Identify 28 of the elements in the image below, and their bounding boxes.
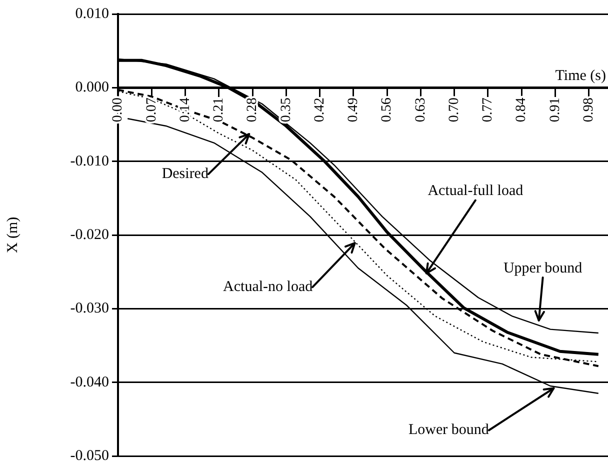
annotation: Desired bbox=[162, 166, 209, 182]
x-tick-label: 0.14 bbox=[178, 98, 193, 122]
x-tick-label: 0.49 bbox=[346, 98, 362, 122]
y-axis-title: X (m) bbox=[4, 216, 21, 254]
x-tick-label: 0.21 bbox=[212, 98, 227, 122]
x-tick-label: 0.42 bbox=[312, 98, 328, 122]
x-tick-label: 0.63 bbox=[413, 98, 428, 122]
x-tick-label: 0.84 bbox=[514, 98, 530, 122]
annotation: Upper bound bbox=[503, 260, 583, 276]
x-tick-label: 0.56 bbox=[380, 98, 395, 122]
x-tick-label: 0.07 bbox=[144, 98, 160, 122]
x-axis-title: Time (s) bbox=[555, 68, 606, 84]
x-tick-label: 0.35 bbox=[278, 98, 294, 122]
x-tick-label: 0.98 bbox=[581, 98, 596, 122]
y-tick-label: -0.020 bbox=[70, 226, 109, 243]
x-tick-label: 0.70 bbox=[446, 98, 462, 122]
y-tick-label: -0.010 bbox=[70, 153, 109, 170]
annotation: Actual-no load bbox=[223, 279, 314, 296]
y-tick-label: -0.040 bbox=[70, 374, 109, 390]
x-tick-label: 0.91 bbox=[548, 98, 563, 122]
x-tick-label: 0.28 bbox=[245, 98, 260, 122]
y-tick-label: 0.000 bbox=[75, 80, 109, 96]
y-tick-label: -0.030 bbox=[70, 300, 109, 317]
annotation: Lower bound bbox=[408, 422, 490, 438]
y-tick-label: 0.010 bbox=[75, 6, 109, 22]
x-tick-label: 0.77 bbox=[480, 98, 496, 122]
y-tick-label: -0.050 bbox=[70, 448, 109, 464]
annotation: Actual-full load bbox=[428, 183, 524, 200]
